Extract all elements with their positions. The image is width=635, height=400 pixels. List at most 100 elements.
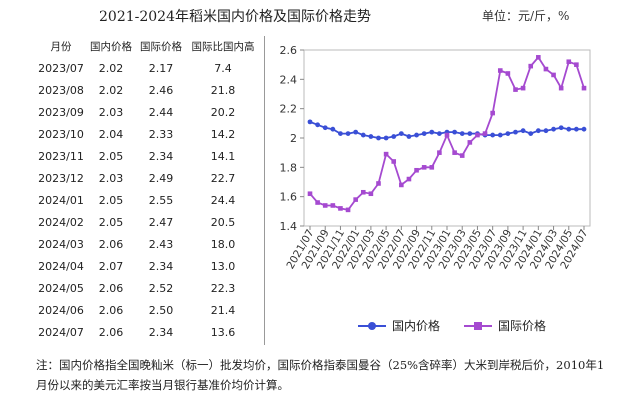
table-row: 2023/10 2.04 2.33 14.2 xyxy=(36,124,264,146)
table-header-cell: 国际比国内高 xyxy=(191,41,255,53)
table-cell: 21.8 xyxy=(210,84,236,97)
data-point xyxy=(558,85,564,91)
table-header-cell: 月份 xyxy=(50,41,72,53)
table-cell: 20.5 xyxy=(210,216,236,229)
table-cell: 2.44 xyxy=(148,106,174,119)
data-point xyxy=(353,197,358,202)
table-cell: 2.02 xyxy=(98,84,124,97)
data-point xyxy=(368,191,374,197)
table-cell: 2.05 xyxy=(98,194,124,207)
data-point xyxy=(520,128,526,134)
table-cell: 2.07 xyxy=(98,260,124,273)
table-cell: 7.4 xyxy=(214,62,232,75)
legend-label: 国内价格 xyxy=(392,318,440,333)
table-cell: 2.34 xyxy=(148,260,174,273)
data-point xyxy=(543,128,549,134)
data-point xyxy=(551,72,556,78)
table-cell: 2.04 xyxy=(98,128,124,141)
data-point xyxy=(307,191,313,197)
table-cell: 2.06 xyxy=(98,238,124,251)
data-point xyxy=(467,131,473,136)
data-point xyxy=(414,167,419,173)
table-row: 2024/06 2.06 2.50 21.4 xyxy=(36,300,264,322)
table-cell: 2024/07 xyxy=(38,326,84,339)
data-point xyxy=(543,66,549,72)
data-point xyxy=(574,62,579,67)
data-point xyxy=(429,165,435,170)
table-cell: 2.03 xyxy=(98,172,124,185)
table-cell: 2.33 xyxy=(148,128,174,141)
table-cell: 13.6 xyxy=(210,326,236,339)
table-row: 2023/08 2.02 2.46 21.8 xyxy=(36,80,264,102)
table-cell: 22.7 xyxy=(210,172,236,185)
table-row: 2024/02 2.05 2.47 20.5 xyxy=(36,212,264,234)
table-cell: 2.52 xyxy=(148,282,174,295)
plot-frame xyxy=(303,49,591,227)
data-point xyxy=(475,132,480,138)
data-point xyxy=(421,165,427,170)
data-point xyxy=(566,59,572,65)
price-table: 月份 国内价格 国际价格 国际比国内高 2023/07 2.02 2.17 7.4 2023/0… xyxy=(36,36,265,345)
unit-label: 单位：元/斤，% xyxy=(482,9,570,23)
table-cell: 2.06 xyxy=(98,282,124,295)
legend-marker xyxy=(474,322,482,330)
data-point xyxy=(535,128,541,134)
table-cell: 2.50 xyxy=(148,304,174,317)
table-cell: 2024/02 xyxy=(38,216,84,229)
y-tick-label: 2.6 xyxy=(280,44,298,57)
data-point xyxy=(360,132,366,138)
data-point xyxy=(528,131,534,136)
table-cell: 2.06 xyxy=(98,326,124,339)
data-point xyxy=(414,132,419,138)
data-point xyxy=(391,134,397,139)
data-point xyxy=(505,131,511,136)
data-point xyxy=(436,131,442,136)
data-point xyxy=(338,206,343,211)
table-cell: 2023/10 xyxy=(38,128,84,141)
data-point xyxy=(566,126,572,132)
data-point xyxy=(376,135,381,141)
table-cell: 13.0 xyxy=(210,260,236,273)
table-cell: 2024/04 xyxy=(38,260,84,273)
data-point xyxy=(452,150,457,155)
table-row: 2023/11 2.05 2.34 14.1 xyxy=(36,146,264,168)
chart-title: 2021-2024年稻米国内价格及国际价格走势 xyxy=(99,9,371,25)
data-point xyxy=(581,126,587,132)
data-point xyxy=(322,125,328,131)
data-point xyxy=(322,203,328,208)
data-point xyxy=(345,131,351,136)
table-cell: 2024/06 xyxy=(38,304,84,317)
data-point xyxy=(573,126,579,132)
data-point xyxy=(376,181,381,186)
table-cell: 2.46 xyxy=(148,84,174,97)
data-point xyxy=(406,176,412,182)
data-point xyxy=(330,126,336,132)
table-cell: 21.4 xyxy=(210,304,236,317)
table-header-cell: 国际价格 xyxy=(140,41,182,53)
data-point xyxy=(391,159,397,164)
table-cell: 2023/07 xyxy=(38,62,84,75)
data-point xyxy=(482,131,488,136)
data-point xyxy=(429,129,435,135)
data-point xyxy=(437,150,442,155)
table-cell: 2024/01 xyxy=(38,194,84,207)
y-tick-label: 1.8 xyxy=(280,161,298,174)
footnote: 注：国内价格指全国晚籼米（标一）批发均价，国际价格指泰国曼谷（25%含碎率）大米… xyxy=(36,358,605,392)
table-cell: 14.2 xyxy=(210,128,236,141)
y-tick-label: 2 xyxy=(290,132,297,145)
data-point xyxy=(383,151,389,157)
table-cell: 2.05 xyxy=(98,216,124,229)
data-point xyxy=(345,207,351,213)
table-cell: 2.17 xyxy=(148,62,174,75)
data-point xyxy=(558,125,564,131)
table-row: 2024/01 2.05 2.55 24.4 xyxy=(36,190,264,212)
table-row: 2024/04 2.07 2.34 13.0 xyxy=(36,256,264,278)
data-point xyxy=(497,132,503,138)
y-tick-label: 1.4 xyxy=(280,220,298,233)
data-point xyxy=(444,132,450,138)
table-cell: 2.02 xyxy=(98,62,124,75)
table-cell: 2023/09 xyxy=(38,106,84,119)
data-point xyxy=(406,134,412,139)
table-cell: 2024/03 xyxy=(38,238,84,251)
table-cell: 2.55 xyxy=(148,194,174,207)
